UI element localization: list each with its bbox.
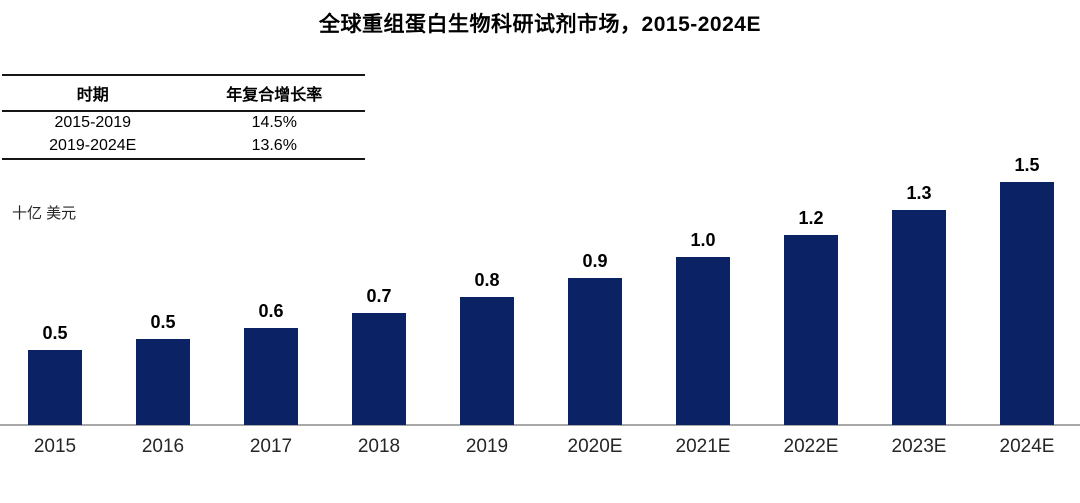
x-axis-label-2021E: 2021E <box>675 436 731 457</box>
x-axis-label-2024E: 2024E <box>999 436 1055 457</box>
bar-value-label: 0.9 <box>582 251 608 271</box>
bar-value-label: 0.5 <box>150 312 176 332</box>
cagr-table-body: 2015-2019 14.5% 2019-2024E 13.6% <box>2 111 365 159</box>
cagr-table-row: 2015-2019 14.5% <box>2 111 365 135</box>
bar-2019 <box>460 297 514 425</box>
bar-2023E <box>892 210 946 425</box>
x-axis-label-2015: 2015 <box>33 436 77 457</box>
bar-2022E <box>784 235 838 425</box>
bar-2015 <box>28 350 82 425</box>
x-axis-label-2019: 2019 <box>465 436 509 457</box>
cagr-value-cell: 14.5% <box>251 114 297 131</box>
bar-value-label: 1.5 <box>1014 155 1040 175</box>
bar-2017 <box>244 328 298 425</box>
x-axis-label-2017: 2017 <box>249 436 293 457</box>
cagr-period-cell: 2019-2024E <box>49 137 137 154</box>
x-axis-label-2023E: 2023E <box>891 436 947 457</box>
bar-value-label: 1.3 <box>906 183 932 203</box>
cagr-value-cell: 13.6% <box>251 137 297 154</box>
bar-2024E <box>1000 182 1054 425</box>
bar-2020E <box>568 278 622 425</box>
chart-title: 全球重组蛋白生物科研试剂市场，2015-2024E <box>319 13 761 36</box>
bar-value-label: 0.5 <box>42 323 68 343</box>
x-axis-label-2020E: 2020E <box>567 436 623 457</box>
cagr-table-row: 2019-2024E 13.6% <box>2 135 365 159</box>
bar-2018 <box>352 313 406 425</box>
y-axis-unit-label: 十亿 美元 <box>12 205 77 222</box>
bar-2021E <box>676 257 730 425</box>
bar-value-label: 1.0 <box>690 230 716 250</box>
cagr-table-header-cagr: 年复合增长率 <box>183 75 365 112</box>
x-axis-line <box>0 424 1080 426</box>
bar-value-label: 0.7 <box>366 286 392 306</box>
x-axis-label-2016: 2016 <box>141 436 185 457</box>
cagr-period-cell: 2015-2019 <box>54 114 131 131</box>
cagr-table-header-period: 时期 <box>2 75 184 112</box>
bar-value-label: 1.2 <box>798 208 824 228</box>
bar-value-label: 0.6 <box>258 301 284 321</box>
bar-value-label: 0.8 <box>474 270 500 290</box>
bar-2016 <box>136 339 190 425</box>
x-axis-label-2022E: 2022E <box>783 436 839 457</box>
cagr-table: 时期 年复合增长率 2015-2019 14.5% 2019-2024E 13.6% <box>2 74 365 160</box>
x-axis-label-2018: 2018 <box>357 436 401 457</box>
cagr-table-header: 时期 年复合增长率 <box>2 75 365 112</box>
